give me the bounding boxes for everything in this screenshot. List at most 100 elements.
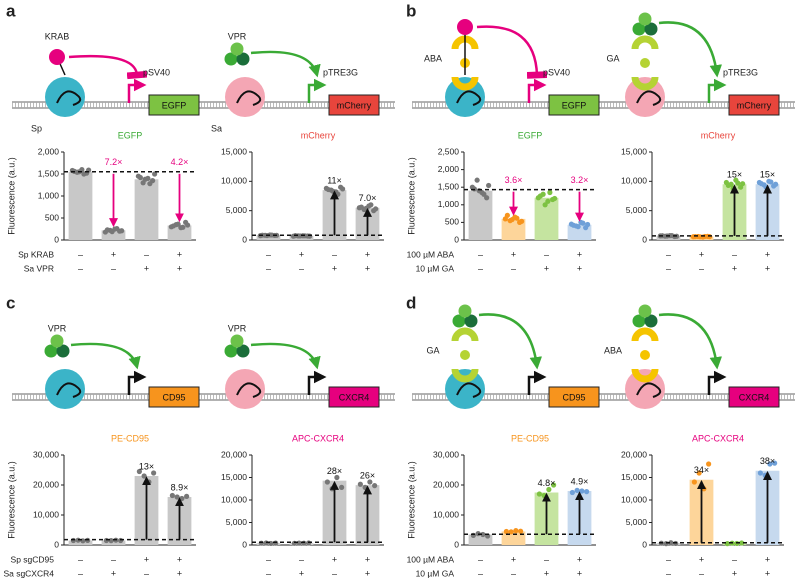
gene-box	[728, 94, 780, 116]
inducer-label: GA	[606, 53, 619, 63]
condition-sign: +	[299, 568, 304, 578]
data-point	[551, 482, 557, 488]
condition-sign: –	[266, 568, 271, 578]
condition-sign: –	[332, 568, 337, 578]
condition-sign: –	[478, 249, 483, 259]
data-point	[170, 223, 176, 229]
data-point	[569, 489, 575, 496]
condition-sign: –	[111, 554, 116, 564]
y-tick-label: 5,000	[226, 205, 248, 215]
inducer-domain	[451, 76, 479, 91]
y-axis-label: Fluorescence (a.u.)	[6, 157, 16, 235]
chart-title: mCherry	[701, 130, 736, 140]
condition-sign: –	[666, 263, 671, 273]
y-tick-label: 0	[54, 234, 59, 244]
y-tick-label: 0	[54, 539, 59, 549]
condition-sign: +	[699, 554, 704, 564]
data-point	[481, 191, 487, 197]
data-point	[519, 218, 525, 224]
data-point	[114, 225, 120, 232]
inducer-label: ABA	[604, 345, 622, 355]
condition-sign: +	[699, 249, 704, 259]
condition-sign: –	[478, 554, 483, 564]
condition-sign: +	[365, 249, 370, 259]
y-tick-label: 15,000	[621, 472, 647, 482]
condition-sign: –	[666, 568, 671, 578]
condition-sign: –	[544, 249, 549, 259]
inducer	[640, 350, 650, 360]
data-point	[119, 228, 125, 234]
y-tick-label: 15,000	[221, 146, 247, 156]
data-point	[367, 479, 373, 485]
promoter-label: pTRE3G	[723, 67, 758, 77]
activation-arrow	[658, 313, 723, 370]
inducer	[460, 350, 470, 360]
inducer-label: GA	[426, 345, 439, 355]
inducer-domain	[631, 327, 659, 342]
y-tick-label: 5,000	[626, 517, 648, 527]
y-tick-label: 20,000	[221, 449, 247, 459]
data-point	[175, 221, 181, 227]
vpr-domain	[632, 22, 646, 36]
condition-sign: +	[732, 263, 737, 273]
data-point	[724, 541, 730, 547]
gene-box	[548, 386, 600, 408]
condition-sign: +	[332, 554, 337, 564]
bar	[534, 197, 559, 240]
data-point	[547, 189, 553, 196]
gene-label: CD95	[162, 392, 185, 402]
data-point	[180, 224, 186, 230]
fold-change-label: 4.8×	[538, 478, 556, 488]
data-point	[697, 234, 703, 240]
guide-rna	[456, 382, 482, 398]
data-point	[758, 181, 764, 187]
y-tick-label: 1,000	[38, 190, 60, 200]
data-point	[137, 174, 143, 181]
promoter-arrow	[307, 78, 327, 103]
dcas9	[45, 77, 85, 117]
inducer-domain	[631, 35, 659, 50]
data-point	[307, 233, 313, 239]
data-point	[108, 538, 114, 544]
vpr-domain	[230, 334, 244, 348]
condition-label: Sp KRAB	[18, 249, 54, 259]
condition-sign: –	[666, 554, 671, 564]
data-point	[513, 528, 519, 534]
data-point	[372, 483, 378, 489]
bar	[167, 225, 192, 240]
cas-label: Sp	[31, 123, 42, 133]
data-point	[537, 193, 543, 199]
vpr-domain	[464, 314, 478, 328]
data-point	[579, 488, 585, 494]
y-tick-label: 0	[242, 539, 247, 549]
data-point	[757, 470, 763, 476]
promoter-label: pSV40	[143, 67, 170, 77]
y-tick-label: 0	[642, 539, 647, 549]
data-point	[570, 222, 576, 228]
condition-sign: +	[544, 568, 549, 578]
gene-box	[328, 94, 380, 116]
data-point	[118, 537, 124, 544]
data-point	[740, 181, 746, 187]
panel-letter: b	[406, 1, 416, 20]
data-point	[580, 220, 586, 226]
condition-sign: +	[144, 263, 149, 273]
condition-sign: +	[299, 249, 304, 259]
condition-sign: +	[177, 249, 182, 259]
fold-change-label: 4.2×	[171, 157, 189, 167]
condition-sign: –	[78, 568, 83, 578]
y-tick-label: 500	[45, 212, 59, 222]
bar	[68, 171, 93, 240]
data-point	[668, 540, 674, 546]
dcas9	[445, 369, 485, 409]
data-point	[546, 486, 552, 493]
condition-sign: +	[111, 249, 116, 259]
promoter-arrow	[307, 370, 327, 395]
data-point	[373, 206, 379, 212]
gene-label: EGFP	[162, 100, 187, 110]
condition-sign: +	[177, 263, 182, 273]
condition-label: 10 µM GA	[416, 263, 455, 273]
condition-sign: +	[765, 263, 770, 273]
y-tick-label: 2,000	[38, 146, 60, 156]
condition-sign: +	[111, 568, 116, 578]
